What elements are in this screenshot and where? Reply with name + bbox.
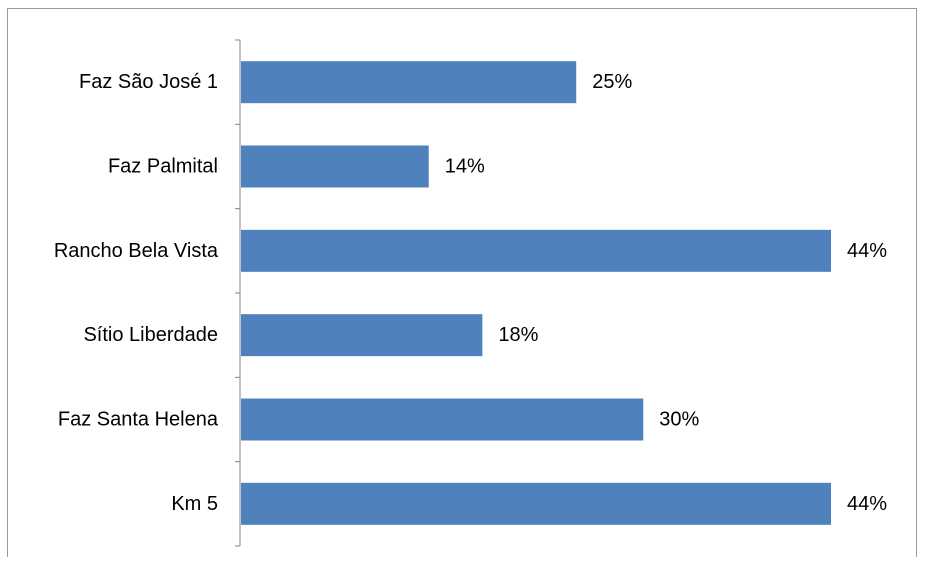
category-tick-label: Faz Santa Helena	[58, 409, 219, 431]
category-axis	[235, 39, 241, 547]
bar	[241, 314, 483, 357]
data-label: 25%	[592, 71, 632, 93]
category-tick-label: Km 5	[171, 493, 218, 515]
labels-layer: Faz São José 1 25% Faz Palmital 14% Rancho B…	[54, 71, 887, 515]
data-label: 44%	[847, 240, 887, 262]
data-label: 18%	[498, 324, 538, 346]
bar	[241, 61, 577, 104]
category-tick-label: Faz Palmital	[108, 156, 218, 178]
bar	[241, 398, 644, 441]
chart-frame	[7, 8, 917, 557]
category-tick-label: Rancho Bela Vista	[54, 240, 219, 262]
category-tick-label: Faz São José 1	[79, 71, 218, 93]
data-label: 44%	[847, 493, 887, 515]
data-label: 30%	[659, 409, 699, 431]
bar	[241, 229, 831, 272]
bars-layer	[241, 61, 831, 525]
bar	[241, 482, 831, 525]
data-label: 14%	[445, 156, 485, 178]
bar	[241, 145, 429, 188]
category-tick-label: Sítio Liberdade	[83, 324, 218, 346]
